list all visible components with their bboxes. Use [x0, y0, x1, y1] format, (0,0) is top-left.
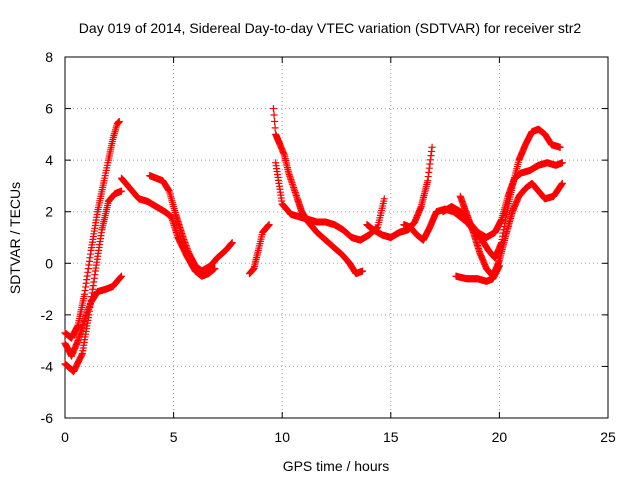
data-point [380, 195, 388, 203]
data-point [270, 105, 278, 113]
y-tick-label: 0 [45, 255, 53, 271]
y-tick-label: 6 [45, 101, 53, 117]
data-point [495, 262, 503, 270]
data-point [271, 117, 279, 125]
y-tick-label: -4 [41, 358, 54, 374]
y-axis-label: SDTVAR / TECUs [7, 182, 23, 294]
series-track-9 [363, 143, 436, 241]
data-point [428, 143, 436, 151]
series-track-7 [270, 105, 367, 278]
y-tick-label: 2 [45, 204, 53, 220]
y-tick-label: -6 [41, 410, 54, 426]
data-point [117, 187, 125, 195]
data-point [270, 111, 278, 119]
data-point [228, 239, 236, 247]
y-tick-label: 8 [45, 49, 53, 65]
y-tick-label: -2 [41, 307, 54, 323]
data-points [61, 105, 566, 376]
data-point [265, 221, 273, 229]
series-track-5 [146, 172, 236, 275]
x-tick-label: 5 [170, 429, 178, 445]
data-point [271, 124, 279, 132]
x-tick-label: 20 [492, 429, 508, 445]
grid-lines [65, 57, 608, 418]
data-point [558, 159, 566, 167]
x-tick-label: 25 [600, 429, 616, 445]
series-track-1 [61, 117, 123, 342]
x-axis-label: GPS time / hours [283, 458, 390, 474]
x-tick-label: 0 [61, 429, 69, 445]
series-track-6 [246, 221, 273, 278]
y-tick-label: 4 [45, 152, 53, 168]
data-point [117, 272, 125, 280]
series-track-3 [61, 272, 125, 360]
series-track-13 [452, 262, 503, 285]
data-point [558, 179, 566, 187]
chart-title: Day 019 of 2014, Sidereal Day-to-day VTE… [79, 20, 582, 36]
x-tick-label: 15 [383, 429, 399, 445]
x-tick-label: 10 [274, 429, 290, 445]
data-point [359, 267, 367, 275]
data-point [115, 117, 123, 125]
plot-frame [64, 56, 609, 419]
data-point [211, 264, 219, 272]
axis-ticks: 0 5 10 15 20 25 -6 -4 -2 0 2 4 6 8 [41, 49, 616, 445]
data-point [556, 143, 564, 151]
